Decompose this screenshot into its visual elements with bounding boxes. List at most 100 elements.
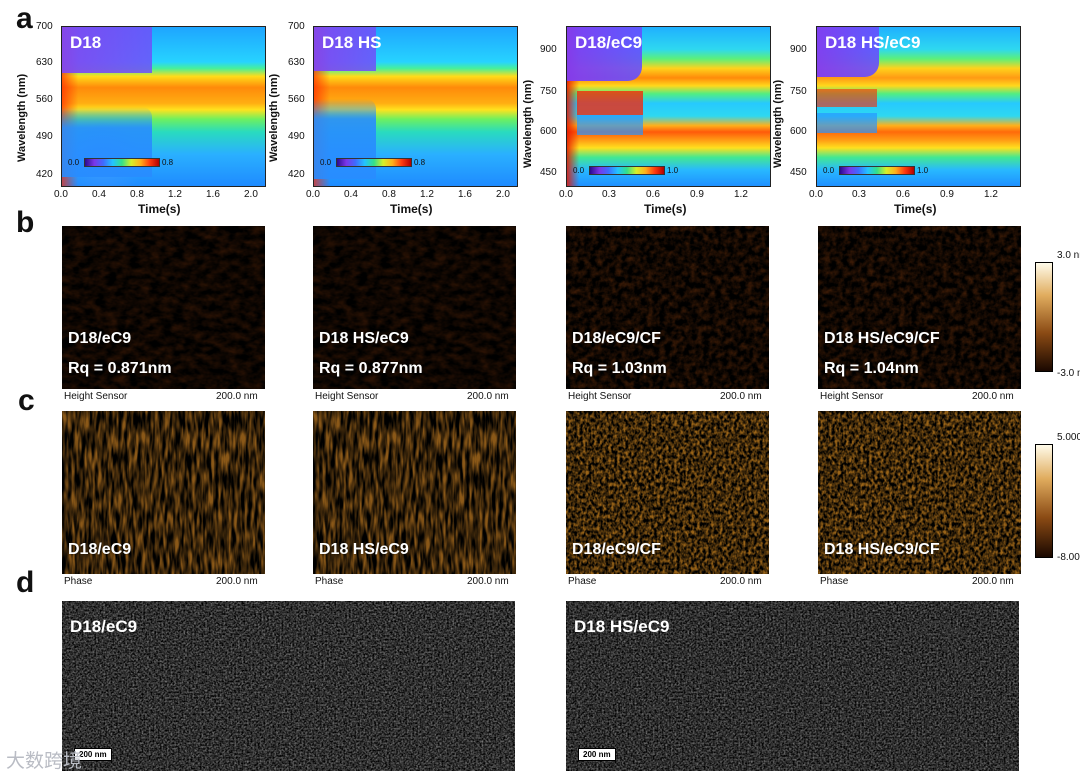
heatmap-d18-ec9: Wavelength (nm) 900 750 600 450 D18/eC9 … <box>506 0 776 216</box>
y-tick: 630 <box>288 57 305 68</box>
image-scale: 200.0 nm <box>216 391 258 402</box>
colorbar-max: 0.8 <box>162 158 174 167</box>
sample-label: D18 HS/eC9/CF <box>824 541 940 558</box>
sample-label: D18 HS/eC9 <box>319 330 409 347</box>
sample-label: D18 HS/eC9 <box>574 617 670 636</box>
image-caption: Height Sensor <box>820 391 884 402</box>
x-tick: 1.2 <box>734 189 748 200</box>
x-tick: 0.9 <box>940 189 954 200</box>
x-axis-label: Time(s) <box>644 202 687 216</box>
y-tick: 560 <box>288 94 305 105</box>
panel-letter-a: a <box>16 2 33 35</box>
y-tick: 630 <box>36 57 53 68</box>
phase-scale-top: 5.000 <box>1057 432 1080 443</box>
x-tick: 0.9 <box>690 189 704 200</box>
y-tick: 900 <box>790 44 807 55</box>
afm-phase-image <box>818 411 1021 574</box>
y-tick: 560 <box>36 94 53 105</box>
x-tick: 1.2 <box>984 189 998 200</box>
panel-letter-c: c <box>18 384 35 417</box>
x-tick: 0.3 <box>852 189 866 200</box>
colorbar <box>336 158 412 167</box>
x-tick: 0.0 <box>809 189 823 200</box>
heatmap-plot-area: D18/eC9 0.0 1.0 <box>566 26 771 187</box>
x-axis-label: Time(s) <box>138 202 181 216</box>
afm-phase-image <box>313 411 516 574</box>
panel-letter-d: d <box>16 566 35 599</box>
image-caption: Height Sensor <box>315 391 379 402</box>
image-scale: 200.0 nm <box>216 576 258 587</box>
image-scale: 200.0 nm <box>972 391 1014 402</box>
y-tick: 600 <box>540 126 557 137</box>
x-tick: 1.6 <box>458 189 472 200</box>
rq-value: Rq = 1.04nm <box>824 360 919 377</box>
afm-phase-image <box>566 411 769 574</box>
image-scale: 200.0 nm <box>972 576 1014 587</box>
rq-value: Rq = 0.877nm <box>319 360 423 377</box>
x-tick: 0.0 <box>559 189 573 200</box>
colorbar-max: 1.0 <box>917 166 929 175</box>
x-tick: 0.0 <box>54 189 68 200</box>
scale-bar: 200 nm <box>578 748 616 761</box>
tem-texture <box>566 601 1019 771</box>
height-scale-top: 3.0 nm <box>1057 250 1080 261</box>
y-tick: 700 <box>288 21 305 32</box>
x-tick: 1.6 <box>206 189 220 200</box>
image-caption: Height Sensor <box>64 391 128 402</box>
afm-height-image <box>62 226 265 389</box>
tem-texture <box>62 601 515 771</box>
heatmap-title: D18/eC9 <box>575 33 643 52</box>
heatmap-title: D18 HS <box>322 33 382 52</box>
y-tick: 450 <box>790 167 807 178</box>
heatmap-plot-area: D18 HS/eC9 0.0 1.0 <box>816 26 1021 187</box>
sample-label: D18 HS/eC9 <box>319 541 409 558</box>
afm-height-image <box>566 226 769 389</box>
afm-height-image <box>818 226 1021 389</box>
watermark: 大数跨境 <box>6 751 83 772</box>
phase-scale-bar <box>1035 444 1053 558</box>
height-scale-bar <box>1035 262 1053 372</box>
y-tick: 490 <box>36 131 53 142</box>
x-tick: 0.6 <box>896 189 910 200</box>
tem-image-1: D18/eC9 200 nm <box>62 601 515 771</box>
image-scale: 200.0 nm <box>720 391 762 402</box>
x-tick: 0.8 <box>130 189 144 200</box>
x-tick: 0.3 <box>602 189 616 200</box>
sample-label: D18/eC9 <box>70 617 138 636</box>
heatmap-title: D18 <box>70 33 102 52</box>
colorbar-min: 0.0 <box>320 158 332 167</box>
image-scale: 200.0 nm <box>467 576 509 587</box>
heatmap-plot-area: D18 HS 0.0 0.8 <box>313 26 518 187</box>
rq-value: Rq = 0.871nm <box>68 360 172 377</box>
image-caption: Phase <box>315 576 344 587</box>
y-tick: 900 <box>540 44 557 55</box>
x-tick: 0.4 <box>92 189 106 200</box>
colorbar-max: 1.0 <box>667 166 679 175</box>
heatmap-d18: Wavelength (nm) 700 630 560 490 420 D18 … <box>0 0 270 216</box>
y-tick: 420 <box>36 169 53 180</box>
scale-bar: 200 nm <box>74 748 112 761</box>
x-tick: 0.0 <box>306 189 320 200</box>
colorbar <box>84 158 160 167</box>
y-axis-label: Wavelength (nm) <box>268 73 280 162</box>
phase-scale-bottom: -8.000 <box>1057 552 1080 563</box>
image-scale: 200.0 nm <box>467 391 509 402</box>
sample-label: D18/eC9 <box>68 541 132 558</box>
y-tick: 600 <box>790 126 807 137</box>
heatmap-d18-hs-ec9: Wavelength (nm) 900 750 600 450 D18 HS/e… <box>756 0 1026 216</box>
afm-height-image <box>313 226 516 389</box>
height-scale-bottom: -3.0 nm <box>1057 368 1080 379</box>
sample-label: D18/eC9/CF <box>572 330 661 347</box>
colorbar-min: 0.0 <box>823 166 835 175</box>
afm-phase-image <box>62 411 265 574</box>
y-axis-label: Wavelength (nm) <box>16 73 28 162</box>
image-caption: Phase <box>820 576 849 587</box>
y-tick: 490 <box>288 131 305 142</box>
y-tick: 700 <box>36 21 53 32</box>
x-tick: 0.4 <box>344 189 358 200</box>
sample-label: D18/eC9/CF <box>572 541 661 558</box>
x-tick: 2.0 <box>244 189 258 200</box>
colorbar-min: 0.0 <box>573 166 585 175</box>
x-tick: 2.0 <box>496 189 510 200</box>
y-tick: 750 <box>790 86 807 97</box>
